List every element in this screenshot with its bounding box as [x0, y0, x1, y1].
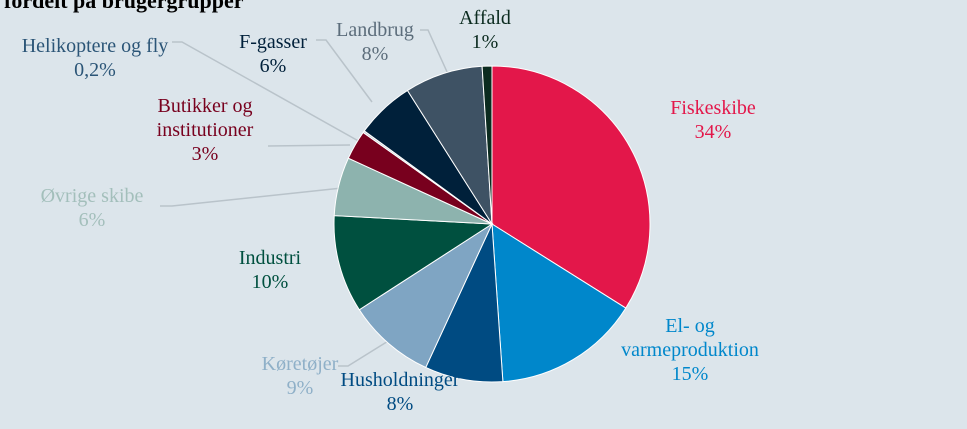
pie-slice: [481, 65, 493, 225]
category-label: Industri: [238, 247, 302, 269]
category-label: Affald: [459, 7, 511, 29]
leader-line: [172, 41, 388, 158]
value-label: 6%: [78, 209, 106, 231]
slice-label: Helikoptere og fly 0,2%: [15, 34, 175, 82]
value-label: 9%: [286, 377, 314, 399]
slice-label: El- og varmeproduktion 15%: [605, 314, 775, 386]
leader-lines: [160, 29, 449, 367]
slice-label: Køretøjer 9%: [262, 352, 339, 400]
leader-line: [267, 144, 351, 147]
slice-label: Husholdninger 8%: [341, 368, 460, 416]
slice-label: Landbrug 8%: [336, 18, 414, 66]
value-label: 3%: [191, 143, 219, 165]
category-label: Helikoptere og fly: [21, 35, 169, 57]
value-label: 6%: [259, 55, 287, 77]
value-label: 0,2%: [74, 59, 116, 81]
slice-label: Industri 10%: [239, 246, 301, 294]
value-label: 8%: [386, 393, 414, 415]
value-label: 10%: [251, 271, 289, 293]
slice-label: Fiskeskibe 34%: [670, 96, 756, 144]
category-label: Landbrug: [336, 19, 414, 41]
leader-line: [160, 187, 343, 207]
value-label: 1%: [471, 31, 499, 53]
pie-slice: [358, 222, 494, 369]
category-label: Husholdninger: [340, 369, 460, 391]
slice-label: Øvrige skibe 6%: [41, 184, 144, 232]
value-label: 15%: [671, 363, 709, 385]
chart-title: fordelt på brugergrupper: [4, 0, 244, 13]
category-label: Fiskeskibe: [670, 97, 756, 119]
category-label: Butikker og institutioner: [156, 95, 254, 141]
leader-line: [316, 39, 373, 103]
slice-label: Affald 1%: [459, 6, 511, 54]
category-label: Øvrige skibe: [40, 185, 144, 207]
pie-slice: [333, 215, 494, 311]
slices: [333, 65, 651, 383]
slice-label: F-gasser 6%: [239, 30, 307, 78]
category-label: El- og varmeproduktion: [621, 315, 759, 361]
slice-label: Butikker og institutioner 3%: [135, 94, 275, 166]
category-label: F-gasser: [239, 31, 307, 53]
value-label: 34%: [694, 121, 732, 143]
category-label: Køretøjer: [261, 353, 339, 375]
value-label: 8%: [361, 43, 389, 65]
pie-slice: [491, 65, 651, 309]
leader-line: [420, 29, 449, 75]
pie-slice: [491, 223, 627, 383]
leader-line: [338, 334, 399, 367]
